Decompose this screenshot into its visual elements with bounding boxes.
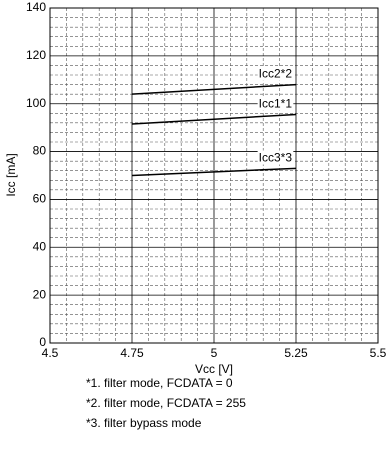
series-line: [131, 167, 297, 177]
label-background: [257, 66, 294, 81]
series-label: Icc2*2: [259, 67, 293, 81]
plot-frame: [49, 7, 379, 344]
y-tick-label: 0: [39, 335, 46, 349]
label-background: [257, 150, 294, 165]
y-tick-label: 140: [26, 0, 46, 14]
x-tick-label: 5: [211, 346, 218, 360]
x-tick-label: 5.5: [370, 346, 386, 360]
series-label: Icc3*3: [259, 150, 293, 164]
series-line: [131, 83, 297, 95]
y-tick-label: 100: [26, 96, 46, 110]
y-tick-label: 20: [33, 287, 47, 301]
y-tick-label: 40: [33, 239, 47, 253]
y-axis-label: Icc [mA]: [4, 153, 18, 196]
y-tick-label: 60: [33, 192, 47, 206]
x-axis-label: Vcc [V]: [195, 362, 233, 376]
note: *3. filter bypass mode: [86, 416, 202, 430]
series-line: [131, 113, 297, 125]
x-tick-label: 4.75: [120, 346, 144, 360]
x-tick-label: 4.5: [42, 346, 59, 360]
label-background: [257, 96, 294, 111]
x-tick-label: 5.25: [284, 346, 308, 360]
series-label: Icc1*1: [259, 97, 293, 111]
note: *1. filter mode, FCDATA = 0: [86, 376, 233, 390]
y-tick-label: 120: [26, 48, 46, 62]
note: *2. filter mode, FCDATA = 255: [86, 396, 246, 410]
y-tick-label: 80: [33, 144, 47, 158]
